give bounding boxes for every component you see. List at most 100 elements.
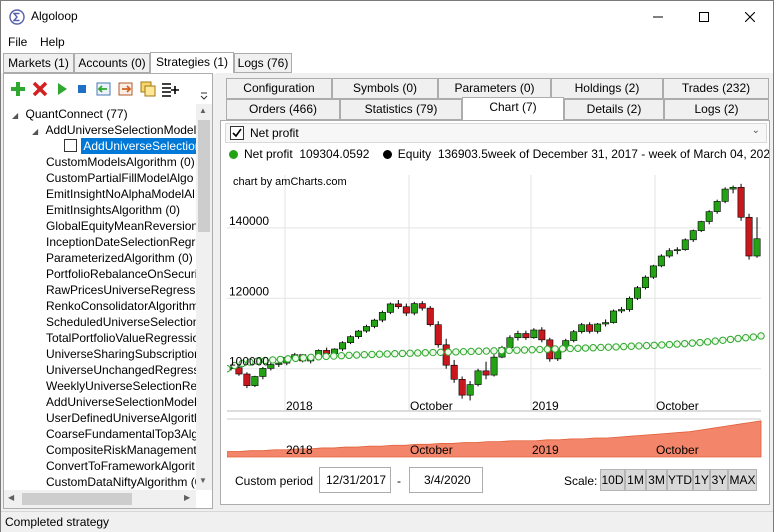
net-profit-point[interactable] [757, 332, 765, 340]
net-profit-point[interactable] [238, 359, 246, 368]
tab-parameters[interactable]: Parameters (0) [438, 78, 551, 99]
tree-item-checkbox[interactable] [64, 139, 77, 152]
chart-plot[interactable]: 100000 120000 140000 2018 October 2019 October… [223, 169, 769, 459]
net-profit-point[interactable] [681, 339, 689, 348]
scale-1y-button[interactable]: 1Y [693, 469, 710, 491]
net-profit-point[interactable] [604, 343, 613, 351]
candle[interactable] [633, 287, 641, 299]
menu-file[interactable]: File [8, 35, 28, 49]
candle[interactable] [362, 326, 370, 332]
tab-symbols[interactable]: Symbols (0) [332, 78, 438, 99]
tree-vertical-scrollbar[interactable]: ▲ ▼ [196, 104, 212, 490]
net-profit-point[interactable] [383, 350, 391, 358]
candle[interactable] [657, 255, 665, 267]
tree-strategy-item[interactable]: ScheduledUniverseSelection [46, 315, 196, 329]
expanded-arrow-icon[interactable]: ◢ [32, 127, 39, 136]
net-profit-point[interactable] [749, 333, 758, 341]
tree-strategy-item[interactable]: CustomModelsAlgorithm (0) [46, 155, 195, 169]
candle[interactable] [713, 201, 721, 212]
series-select[interactable]: Net profit ⌄ [225, 123, 767, 143]
net-profit-point[interactable] [658, 341, 666, 349]
scale-1m-button[interactable]: 1M [625, 469, 646, 491]
net-profit-point[interactable] [696, 338, 704, 347]
net-profit-point[interactable] [307, 353, 315, 361]
net-profit-point[interactable] [612, 343, 620, 351]
tab-strategies[interactable]: Strategies (1) [150, 52, 234, 74]
candle[interactable] [386, 303, 394, 313]
net-profit-point[interactable] [352, 351, 361, 359]
tree-strategy-item[interactable]: EmitInsightNoAlphaModelAl [46, 187, 195, 201]
net-profit-point[interactable] [711, 337, 719, 345]
net-profit-point[interactable] [490, 347, 498, 355]
export-icon[interactable] [117, 80, 135, 98]
net-profit-point[interactable] [299, 354, 307, 362]
net-profit-point[interactable] [635, 342, 643, 350]
net-profit-point[interactable] [269, 356, 277, 364]
menu-help[interactable]: Help [40, 35, 65, 49]
candle[interactable] [339, 342, 347, 350]
candle[interactable] [482, 370, 490, 376]
candle[interactable] [434, 324, 442, 346]
tree-strategy-item[interactable]: CoarseFundamentalTop3Alg [46, 427, 196, 441]
net-profit-point[interactable] [436, 348, 445, 357]
candle[interactable] [458, 378, 466, 396]
net-profit-point[interactable] [444, 348, 452, 356]
net-profit-point[interactable] [543, 345, 552, 353]
net-profit-point[interactable] [398, 349, 407, 358]
legend-net-profit[interactable]: Net profit 109304.0592 [229, 147, 373, 161]
period-to-input[interactable]: 3/4/2020 [409, 467, 483, 493]
tab-logs[interactable]: Logs (76) [234, 53, 292, 73]
net-profit-point[interactable] [566, 344, 574, 353]
candle[interactable] [618, 309, 626, 312]
net-profit-point[interactable] [414, 349, 422, 357]
net-profit-point[interactable] [688, 339, 697, 347]
net-profit-point[interactable] [513, 346, 521, 354]
candle[interactable] [737, 187, 745, 218]
navigator-area[interactable] [226, 420, 762, 458]
tree-strategy-item[interactable]: RenkoConsolidatorAlgorithm [46, 299, 196, 313]
candle[interactable] [665, 250, 673, 257]
tab-logs-detail[interactable]: Logs (2) [664, 99, 769, 120]
candle[interactable] [753, 238, 761, 257]
net-profit-point[interactable] [642, 341, 651, 350]
candle[interactable] [426, 307, 434, 326]
dropdown-chevron-icon[interactable]: ⌄ [751, 125, 760, 136]
maximize-button[interactable] [681, 1, 727, 32]
candle[interactable] [402, 306, 410, 314]
net-profit-point[interactable] [536, 345, 544, 354]
tree-strategy-item[interactable]: UserDefinedUniverseAlgorith [46, 411, 196, 425]
tree-horizontal-scrollbar[interactable]: ◀ ▶ [4, 490, 196, 508]
net-profit-point[interactable] [368, 350, 376, 359]
tree-strategy-item[interactable]: UniverseSharingSubscription [46, 347, 196, 361]
net-profit-point[interactable] [619, 342, 628, 351]
tab-chart[interactable]: Chart (7) [462, 97, 564, 121]
candle[interactable] [538, 329, 546, 341]
scroll-left-icon[interactable]: ◀ [8, 493, 15, 502]
candle[interactable] [347, 336, 355, 343]
tree-root[interactable]: ◢ QuantConnect (77) [12, 107, 128, 121]
series-checkbox[interactable] [230, 126, 244, 140]
candle[interactable] [586, 324, 594, 332]
net-profit-point[interactable] [261, 356, 269, 365]
candle[interactable] [235, 367, 243, 375]
close-button[interactable] [727, 1, 773, 32]
net-profit-point[interactable] [734, 334, 742, 343]
delete-icon[interactable] [31, 80, 49, 98]
tab-accounts[interactable]: Accounts (0) [74, 53, 150, 73]
run-icon[interactable] [53, 80, 71, 98]
legend-equity[interactable]: Equity 136903.5week of December 31, 2017… [382, 147, 769, 161]
expanded-arrow-icon[interactable]: ◢ [12, 111, 19, 120]
net-profit-point[interactable] [589, 344, 597, 352]
net-profit-point[interactable] [505, 346, 513, 355]
net-profit-point[interactable] [391, 350, 399, 358]
tree-group[interactable]: ◢ AddUniverseSelectionModel [32, 123, 196, 137]
net-profit-point[interactable] [551, 345, 559, 353]
net-profit-point[interactable] [719, 336, 727, 344]
candle[interactable] [267, 364, 275, 369]
candle[interactable] [490, 356, 498, 376]
net-profit-point[interactable] [230, 361, 239, 370]
net-profit-point[interactable] [337, 351, 346, 360]
candle[interactable] [530, 329, 538, 339]
scale-3m-button[interactable]: 3M [646, 469, 667, 491]
net-profit-point[interactable] [276, 355, 285, 364]
